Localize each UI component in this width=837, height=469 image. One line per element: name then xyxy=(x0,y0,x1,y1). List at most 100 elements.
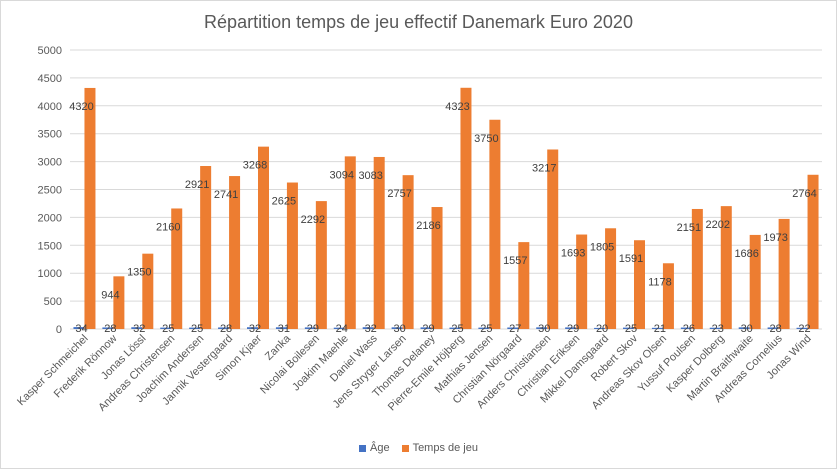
y-tick-label: 500 xyxy=(44,296,62,308)
data-label-temps: 2741 xyxy=(214,189,238,201)
data-label-age: 26 xyxy=(683,323,695,335)
data-label-age: 30 xyxy=(741,323,753,335)
data-label-age: 30 xyxy=(393,323,405,335)
data-label-age: 29 xyxy=(567,323,579,335)
bar-age xyxy=(73,327,85,329)
bar-temps-de-jeu xyxy=(431,207,443,329)
bar-temps-de-jeu xyxy=(373,156,385,329)
data-label-age: 27 xyxy=(509,323,521,335)
data-label-temps: 1805 xyxy=(590,241,614,253)
y-tick-label: 4500 xyxy=(38,73,62,85)
bar-temps-de-jeu xyxy=(778,218,790,329)
data-label-temps: 1178 xyxy=(648,276,672,288)
data-label-temps: 2757 xyxy=(387,188,411,200)
bar-temps-de-jeu xyxy=(142,253,154,329)
y-tick-label: 0 xyxy=(56,324,62,336)
bar-temps-de-jeu xyxy=(171,208,183,329)
data-label-age: 31 xyxy=(278,323,290,335)
bar-age xyxy=(623,327,634,329)
bar-age xyxy=(565,327,577,329)
gridlines xyxy=(70,49,822,330)
data-label-temps: 1557 xyxy=(503,255,527,267)
chart-title: Répartition temps de jeu effectif Danema… xyxy=(204,12,633,32)
data-label-age: 29 xyxy=(422,323,434,335)
bar-temps-de-jeu xyxy=(286,182,298,329)
bar-age xyxy=(102,327,114,329)
bar-age xyxy=(218,327,230,329)
data-label-age: 24 xyxy=(336,323,348,335)
bar-age xyxy=(738,327,750,329)
bar-age xyxy=(275,327,287,329)
bar-temps-de-jeu xyxy=(605,228,617,329)
data-label-age: 25 xyxy=(625,323,637,335)
bar-age xyxy=(796,327,808,329)
bar-temps-de-jeu xyxy=(576,234,588,329)
data-label-age: 28 xyxy=(104,323,116,335)
bar-temps-de-jeu xyxy=(229,176,241,329)
legend: Âge Temps de jeu xyxy=(0,442,837,454)
data-label-age: 25 xyxy=(451,323,463,335)
data-label-temps: 1686 xyxy=(734,248,758,260)
legend-swatch xyxy=(358,444,366,452)
bar-temps-de-jeu xyxy=(258,146,269,329)
data-label-temps: 2202 xyxy=(706,219,730,231)
data-label-temps: 3268 xyxy=(243,160,267,172)
y-tick-label: 2500 xyxy=(38,185,62,197)
data-label-age: 30 xyxy=(538,323,550,335)
legend-item: Âge xyxy=(358,442,390,454)
bar-age xyxy=(478,327,490,329)
bar-age xyxy=(680,327,692,329)
data-label-temps: 3217 xyxy=(532,162,556,174)
data-label-temps: 2151 xyxy=(677,222,701,234)
legend-label: Âge xyxy=(369,442,390,454)
data-label-age: 20 xyxy=(596,323,608,335)
bar-temps-de-jeu xyxy=(634,240,645,329)
bar-age xyxy=(651,327,663,329)
data-label-age: 28 xyxy=(769,323,781,335)
data-label-age: 29 xyxy=(307,323,319,335)
data-label-age: 22 xyxy=(798,323,810,335)
data-label-age: 23 xyxy=(712,323,724,335)
data-label-temps: 2186 xyxy=(416,220,440,232)
data-label-temps: 1973 xyxy=(763,232,787,244)
bar-temps-de-jeu xyxy=(720,206,732,329)
y-tick-label: 5000 xyxy=(38,45,62,57)
bar-series xyxy=(73,87,819,329)
bar-age xyxy=(189,327,201,329)
bar-temps-de-jeu xyxy=(749,234,761,329)
y-tick-label: 3000 xyxy=(38,157,62,169)
bar-temps-de-jeu xyxy=(460,87,472,329)
bar-temps-de-jeu xyxy=(489,119,501,329)
bar-temps-de-jeu xyxy=(344,156,356,329)
y-tick-label: 3500 xyxy=(38,129,62,141)
bar-age xyxy=(247,327,258,329)
data-label-temps: 2921 xyxy=(185,179,209,191)
bar-age xyxy=(536,327,548,329)
bar-temps-de-jeu xyxy=(518,242,530,329)
y-tick-label: 4000 xyxy=(38,101,62,113)
bar-age xyxy=(131,327,143,329)
data-label-temps: 2625 xyxy=(272,196,296,208)
data-label-temps: 1693 xyxy=(561,248,585,260)
bar-temps-de-jeu xyxy=(662,263,674,329)
y-axis-ticks: 0 500 1000 1500 2000 2500 3000 3500 4000 4500 5000 xyxy=(38,45,62,336)
bar-temps-de-jeu xyxy=(113,276,125,329)
bar-age xyxy=(333,327,345,329)
data-label-age: 32 xyxy=(249,323,261,335)
data-label-age: 21 xyxy=(654,323,666,335)
bar-age xyxy=(709,327,721,329)
data-label-temps: 1350 xyxy=(127,267,151,279)
data-label-temps: 2764 xyxy=(792,188,816,200)
data-label-temps: 4320 xyxy=(69,101,93,113)
y-tick-label: 1500 xyxy=(38,240,62,252)
legend-label: Temps de jeu xyxy=(412,442,478,454)
bar-temps-de-jeu xyxy=(807,174,819,329)
data-label-temps: 3083 xyxy=(358,170,382,182)
bar-temps-de-jeu xyxy=(84,87,96,329)
bar-age xyxy=(594,327,606,329)
data-label-age: 25 xyxy=(191,323,203,335)
bar-age xyxy=(304,327,316,329)
y-tick-label: 2000 xyxy=(38,212,62,224)
data-labels: 3443202894432135025216025292128274132326… xyxy=(69,101,817,335)
